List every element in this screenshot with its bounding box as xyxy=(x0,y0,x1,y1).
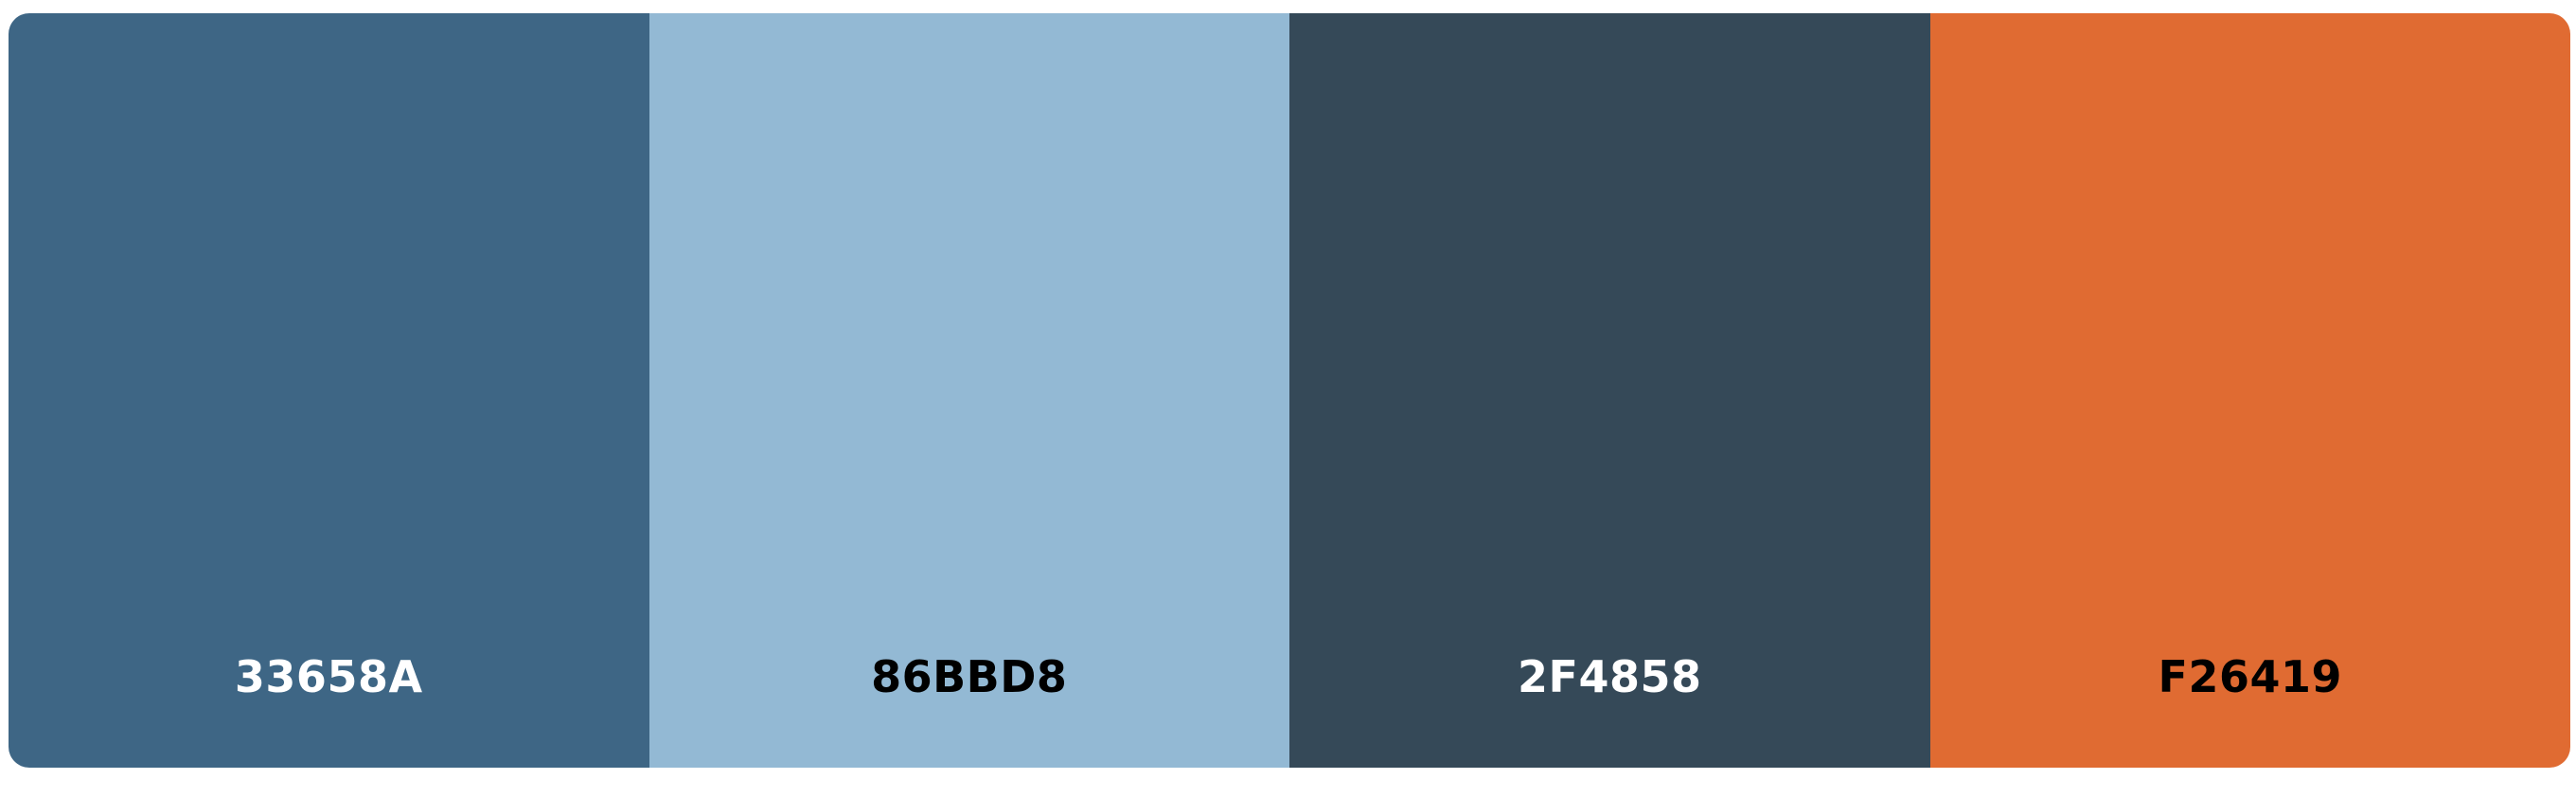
color-swatch-4[interactable]: F26419 xyxy=(1929,13,2570,768)
hex-code-label[interactable]: F26419 xyxy=(2158,651,2342,702)
color-swatch-3[interactable]: 2F4858 xyxy=(1289,13,1930,768)
hex-code-label[interactable]: 33658A xyxy=(234,651,423,702)
hex-code-label[interactable]: 2F4858 xyxy=(1518,651,1702,702)
hex-code-label[interactable]: 86BBD8 xyxy=(871,651,1068,702)
color-swatch-2[interactable]: 86BBD8 xyxy=(648,13,1289,768)
color-palette: 33658A 86BBD8 2F4858 F26419 xyxy=(9,13,2570,768)
color-swatch-1[interactable]: 33658A xyxy=(9,13,649,768)
